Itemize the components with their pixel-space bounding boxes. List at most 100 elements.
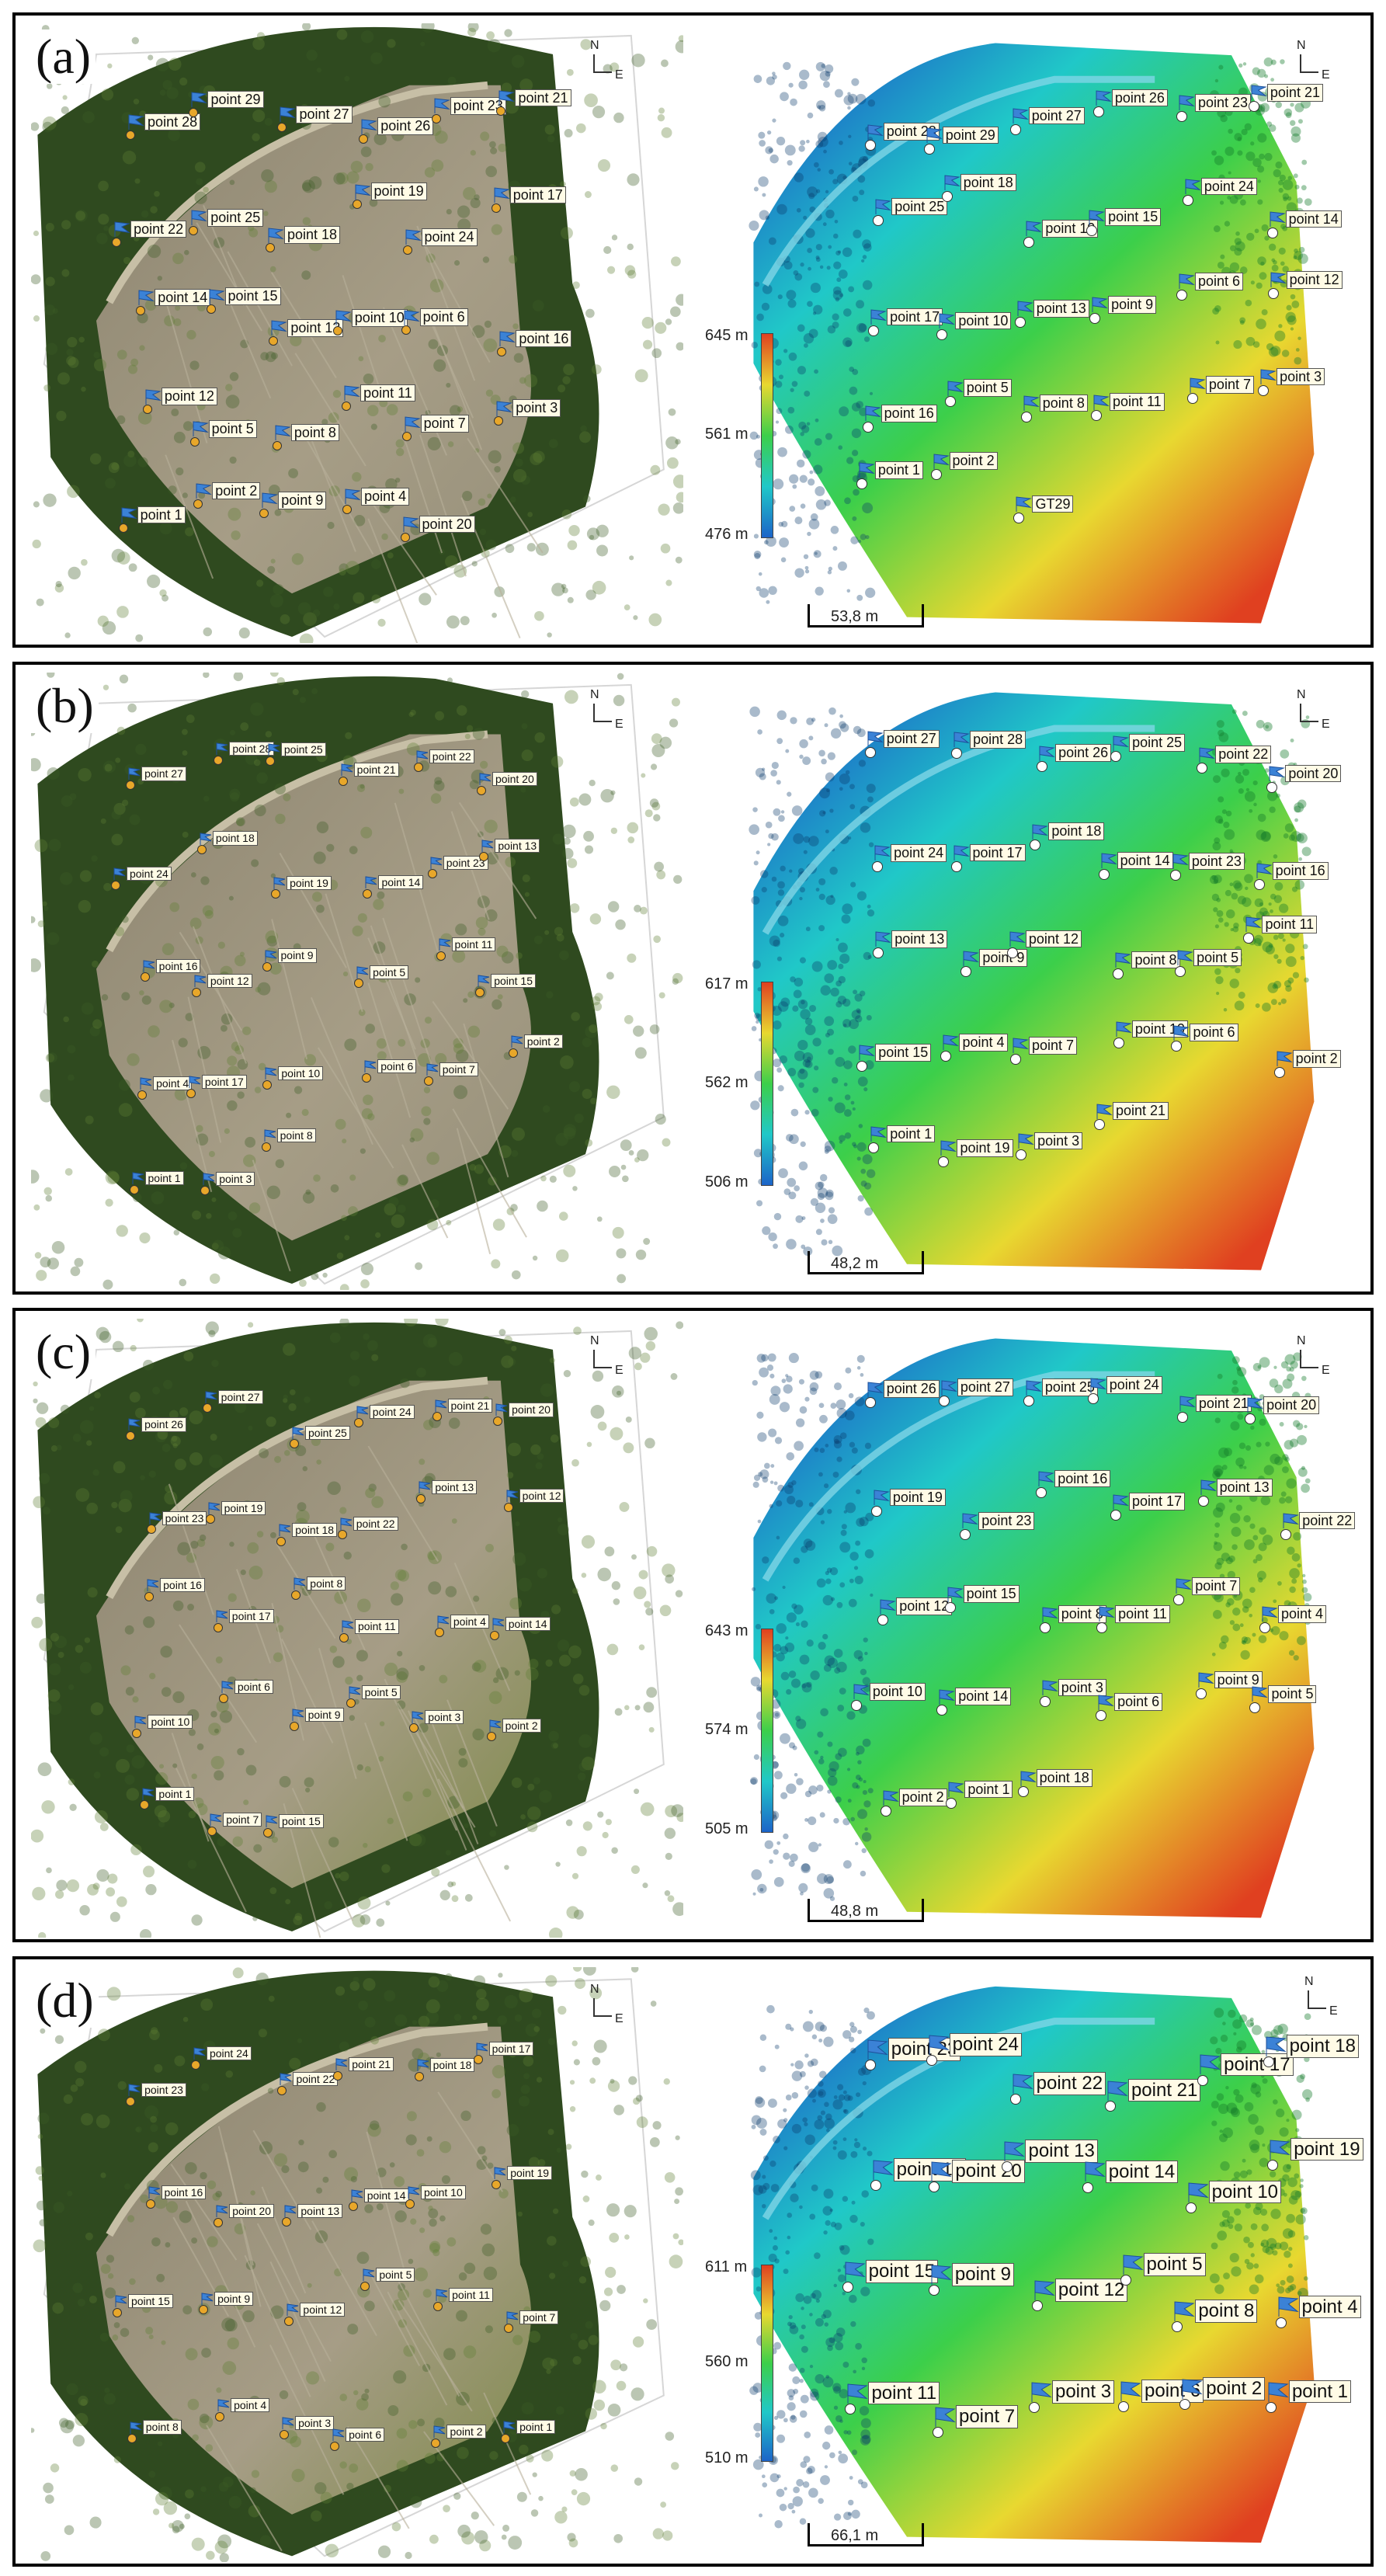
- gcp-marker[interactable]: point 22: [279, 2072, 339, 2087]
- gcp-marker[interactable]: point 11: [343, 384, 415, 402]
- gcp-marker[interactable]: point 12: [286, 2303, 346, 2317]
- gcp-marker[interactable]: point 4: [1261, 1605, 1327, 1623]
- gcp-marker[interactable]: point 10: [853, 1682, 926, 1701]
- gcp-marker[interactable]: point 1: [502, 2419, 556, 2434]
- gcp-marker[interactable]: point 14: [364, 875, 424, 890]
- gcp-marker[interactable]: point 7: [209, 1812, 262, 1827]
- gcp-marker[interactable]: point 6: [332, 2428, 385, 2442]
- gcp-marker[interactable]: point 14: [1084, 2160, 1179, 2184]
- gcp-marker[interactable]: point 10: [407, 2185, 466, 2199]
- gcp-marker[interactable]: point 17: [493, 186, 566, 204]
- gcp-marker[interactable]: point 15: [858, 1044, 932, 1062]
- gcp-marker[interactable]: point 12: [879, 1597, 953, 1615]
- gcp-marker[interactable]: point 19: [493, 2166, 553, 2181]
- gcp-marker[interactable]: point 17: [1112, 1493, 1186, 1511]
- gcp-marker[interactable]: point 28: [127, 113, 201, 131]
- gcp-marker[interactable]: point 3: [1030, 2380, 1115, 2404]
- gcp-marker[interactable]: point 19: [207, 1500, 266, 1515]
- gcp-marker[interactable]: point 4: [344, 487, 410, 506]
- gcp-marker[interactable]: point 20: [1268, 764, 1342, 783]
- gcp-marker[interactable]: point 24: [356, 1404, 415, 1419]
- gcp-marker[interactable]: point 10: [335, 308, 408, 327]
- gcp-marker[interactable]: point 13: [1003, 2140, 1098, 2164]
- gcp-marker[interactable]: point 26: [360, 117, 434, 135]
- gcp-marker[interactable]: point 10: [1187, 2180, 1282, 2204]
- gcp-marker[interactable]: point 1: [120, 506, 186, 524]
- gcp-marker[interactable]: point 26: [1095, 89, 1168, 107]
- gcp-marker[interactable]: point 12: [1009, 930, 1082, 948]
- gcp-marker[interactable]: point 8: [1041, 1605, 1106, 1624]
- gcp-marker[interactable]: point 2: [1181, 2377, 1266, 2400]
- gcp-marker[interactable]: point 6: [1097, 1693, 1163, 1711]
- gcp-marker[interactable]: point 24: [405, 228, 478, 246]
- gcp-marker[interactable]: point 11: [341, 1619, 399, 1634]
- gcp-marker[interactable]: point 15: [477, 974, 537, 989]
- gcp-marker[interactable]: point 3: [202, 1171, 255, 1186]
- gcp-marker[interactable]: point 23: [1172, 852, 1245, 871]
- gcp-marker[interactable]: point 24: [874, 843, 947, 862]
- gcp-marker[interactable]: point 8: [293, 1577, 346, 1591]
- gcp-marker[interactable]: point 6: [403, 308, 468, 326]
- gcp-marker[interactable]: point 6: [221, 1680, 273, 1695]
- gcp-marker[interactable]: point 18: [1020, 1769, 1092, 1788]
- gcp-marker[interactable]: point 11: [846, 2381, 940, 2405]
- gcp-marker[interactable]: point 24: [113, 867, 172, 881]
- gcp-marker[interactable]: point 6: [1178, 272, 1244, 290]
- gcp-marker[interactable]: point 14: [1100, 851, 1173, 870]
- gcp-marker[interactable]: point 22: [1198, 746, 1272, 763]
- gcp-marker[interactable]: point 5: [362, 2268, 415, 2282]
- gcp-marker[interactable]: point 7: [934, 2405, 1019, 2428]
- gcp-marker[interactable]: point 22: [415, 749, 474, 763]
- gcp-marker[interactable]: point 14: [137, 288, 211, 307]
- gcp-marker[interactable]: point 27: [1012, 106, 1085, 125]
- gcp-marker[interactable]: point 7: [404, 415, 469, 433]
- gcp-marker[interactable]: point 7: [1175, 1577, 1241, 1595]
- gcp-marker[interactable]: point 10: [264, 1066, 324, 1080]
- gcp-marker[interactable]: point 14: [938, 1688, 1012, 1705]
- gcp-marker[interactable]: point 8: [1023, 394, 1088, 412]
- gcp-marker[interactable]: point 6: [363, 1059, 417, 1074]
- gcp-marker[interactable]: point 23: [429, 855, 488, 870]
- gcp-marker[interactable]: point 21: [1106, 2078, 1201, 2102]
- gcp-marker[interactable]: point 16: [148, 2185, 207, 2200]
- gcp-marker[interactable]: point 12: [505, 1488, 564, 1503]
- gcp-marker[interactable]: point 24: [928, 2032, 1022, 2056]
- gcp-marker[interactable]: point 26: [1038, 744, 1112, 762]
- gcp-marker[interactable]: point 14: [492, 1617, 551, 1632]
- gcp-marker[interactable]: point 13: [1016, 299, 1089, 318]
- gcp-marker[interactable]: point 8: [1173, 2300, 1258, 2324]
- gcp-marker[interactable]: point 27: [279, 105, 353, 123]
- gcp-marker[interactable]: point 23: [148, 1510, 207, 1525]
- gcp-marker[interactable]: point 1: [870, 1125, 936, 1143]
- gcp-marker[interactable]: point 3: [495, 399, 561, 417]
- gcp-marker[interactable]: point 25: [190, 208, 264, 227]
- gcp-marker[interactable]: point 13: [874, 930, 948, 948]
- gcp-marker[interactable]: point 17: [215, 1609, 274, 1624]
- gcp-marker[interactable]: point 16: [1256, 861, 1329, 880]
- gcp-marker[interactable]: point 8: [274, 423, 339, 442]
- gcp-marker[interactable]: point 8: [263, 1128, 316, 1142]
- gcp-marker[interactable]: point 15: [208, 287, 281, 305]
- gcp-marker[interactable]: point 12: [193, 973, 252, 988]
- gcp-marker[interactable]: point 22: [1282, 1511, 1356, 1530]
- gcp-marker[interactable]: point 17: [188, 1075, 247, 1090]
- gcp-marker[interactable]: point 28: [953, 730, 1026, 749]
- gcp-marker[interactable]: point 22: [1012, 2072, 1106, 2095]
- gcp-marker[interactable]: point 3: [1017, 1132, 1083, 1150]
- gcp-marker[interactable]: point 21: [335, 2056, 394, 2071]
- gcp-marker[interactable]: point 21: [340, 762, 399, 777]
- gcp-marker[interactable]: point 22: [113, 220, 187, 238]
- gcp-marker[interactable]: point 25: [874, 197, 948, 216]
- gcp-marker[interactable]: point 13: [270, 319, 344, 337]
- gcp-marker[interactable]: point 7: [1012, 1036, 1077, 1055]
- gcp-marker[interactable]: point 15: [947, 1585, 1020, 1604]
- gcp-marker[interactable]: point 10: [938, 311, 1012, 330]
- gcp-marker[interactable]: point 10: [1115, 1020, 1188, 1038]
- gcp-marker[interactable]: point 2: [432, 2425, 486, 2439]
- gcp-marker[interactable]: point 19: [1269, 2137, 1363, 2161]
- gcp-marker[interactable]: point 21: [1250, 84, 1323, 102]
- gcp-marker[interactable]: point 12: [144, 388, 217, 406]
- gcp-marker[interactable]: point 25: [267, 742, 326, 757]
- gcp-marker[interactable]: point 24: [1184, 177, 1257, 196]
- gcp-marker[interactable]: point 2: [195, 481, 261, 500]
